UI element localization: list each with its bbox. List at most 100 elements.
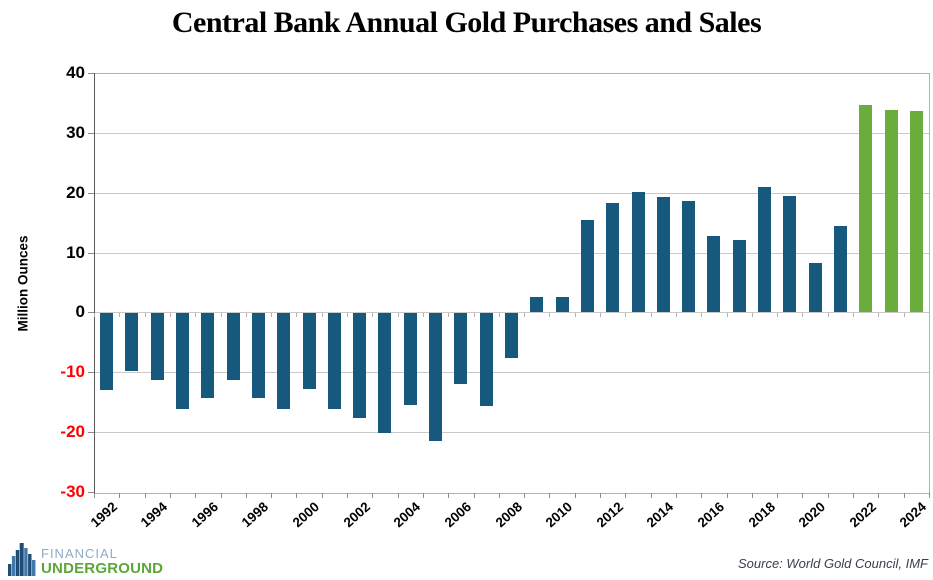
- bar-2007: [479, 313, 493, 407]
- x-tick-bottom-5: [220, 493, 222, 498]
- bar-2021: [833, 226, 847, 313]
- x-tick-bottom-14: [448, 493, 450, 498]
- x-tick-bottom-15: [473, 493, 475, 498]
- x-tick-bottom-21: [625, 493, 627, 498]
- x-tick-zero-15: [473, 313, 475, 318]
- x-label-2022: 2022: [846, 499, 879, 531]
- bar-1994: [150, 313, 164, 380]
- y-tick-30: [88, 132, 94, 134]
- bar-2005: [429, 313, 443, 441]
- x-tick-bottom-29: [827, 493, 829, 498]
- bar-2020: [808, 263, 822, 313]
- x-tick-zero-23: [675, 313, 677, 318]
- logo-icon: [8, 543, 36, 576]
- x-tick-bottom-17: [524, 493, 526, 498]
- x-tick-bottom-28: [802, 493, 804, 498]
- bar-2006: [454, 313, 468, 385]
- x-tick-zero-32: [903, 313, 905, 318]
- x-tick-zero-28: [802, 313, 804, 318]
- bar-2015: [682, 201, 696, 313]
- x-tick-zero-30: [853, 313, 855, 318]
- x-label-2018: 2018: [745, 499, 778, 531]
- bar-2022: [859, 104, 873, 313]
- y-tick-label--10: -10: [60, 362, 85, 382]
- bar-2024: [909, 111, 923, 313]
- x-tick-bottom-9: [321, 493, 323, 498]
- x-tick-zero-27: [777, 313, 779, 318]
- x-tick-zero-2: [144, 313, 146, 318]
- x-tick-bottom-20: [600, 493, 602, 498]
- x-label-2024: 2024: [897, 499, 930, 531]
- gridline-30: [94, 132, 929, 134]
- source-credit: Source: World Gold Council, IMF: [737, 556, 928, 571]
- x-tick-bottom-2: [144, 493, 146, 498]
- y-tick-40: [88, 73, 94, 74]
- x-tick-bottom-23: [675, 493, 677, 498]
- x-tick-zero-13: [422, 313, 424, 318]
- bar-2016: [707, 236, 721, 313]
- x-tick-bottom-10: [347, 493, 349, 498]
- bar-2009: [530, 296, 544, 313]
- y-tick-label-20: 20: [66, 182, 85, 202]
- x-tick-zero-25: [726, 313, 728, 318]
- logo-text: FINANCIAL UNDERGROUND: [41, 547, 163, 576]
- x-tick-zero-9: [321, 313, 323, 318]
- bar-2018: [758, 186, 772, 313]
- bar-1992: [100, 313, 114, 391]
- x-tick-zero-21: [625, 313, 627, 318]
- x-tick-bottom-16: [498, 493, 500, 498]
- gridline-0: [94, 312, 929, 314]
- x-tick-zero-33: [929, 313, 930, 318]
- y-tick-label-0: 0: [75, 302, 85, 322]
- x-tick-zero-11: [372, 313, 374, 318]
- bar-2014: [656, 196, 670, 313]
- bar-2019: [783, 195, 797, 313]
- gridline-10: [94, 252, 929, 254]
- x-tick-zero-4: [195, 313, 197, 318]
- x-tick-bottom-26: [751, 493, 753, 498]
- x-tick-zero-18: [549, 313, 551, 318]
- x-tick-bottom-7: [271, 493, 273, 498]
- x-tick-zero-20: [600, 313, 602, 318]
- bar-2001: [327, 313, 341, 410]
- x-tick-bottom-25: [726, 493, 728, 498]
- bar-2011: [580, 219, 594, 313]
- x-tick-bottom-19: [574, 493, 576, 498]
- plot-area: [94, 73, 930, 494]
- logo: FINANCIAL UNDERGROUND: [8, 542, 163, 576]
- bar-1996: [201, 313, 215, 399]
- x-tick-bottom-22: [650, 493, 652, 498]
- bar-2023: [884, 110, 898, 313]
- x-tick-bottom-18: [549, 493, 551, 498]
- bar-2010: [555, 296, 569, 313]
- x-tick-zero-26: [751, 313, 753, 318]
- y-tick--30: [88, 492, 94, 493]
- x-label-2006: 2006: [441, 499, 474, 531]
- x-tick-bottom-13: [422, 493, 424, 498]
- x-label-2004: 2004: [390, 499, 424, 531]
- x-label-2010: 2010: [542, 499, 576, 531]
- x-tick-bottom-33: [929, 493, 930, 498]
- x-tick-bottom-8: [296, 493, 298, 498]
- bar-2003: [378, 313, 392, 434]
- x-label-2014: 2014: [643, 499, 677, 531]
- x-label-2008: 2008: [492, 499, 525, 531]
- x-tick-bottom-3: [169, 493, 171, 498]
- chart-title: Central Bank Annual Gold Purchases and S…: [171, 6, 762, 39]
- bar-2008: [505, 313, 518, 358]
- x-tick-bottom-27: [777, 493, 779, 498]
- y-tick-label-40: 40: [66, 63, 85, 82]
- x-tick-bottom-31: [878, 493, 880, 498]
- x-tick-zero-0: [94, 313, 95, 318]
- bar-2017: [732, 240, 746, 313]
- y-tick-label-10: 10: [66, 242, 85, 262]
- x-tick-zero-5: [220, 313, 222, 318]
- gridline--10: [94, 372, 929, 374]
- x-label-2016: 2016: [694, 499, 727, 531]
- x-tick-zero-7: [271, 313, 273, 318]
- y-axis-title: Million Ounces: [15, 235, 31, 332]
- x-tick-zero-22: [650, 313, 652, 318]
- bar-1999: [277, 313, 291, 409]
- bar-1997: [226, 313, 240, 380]
